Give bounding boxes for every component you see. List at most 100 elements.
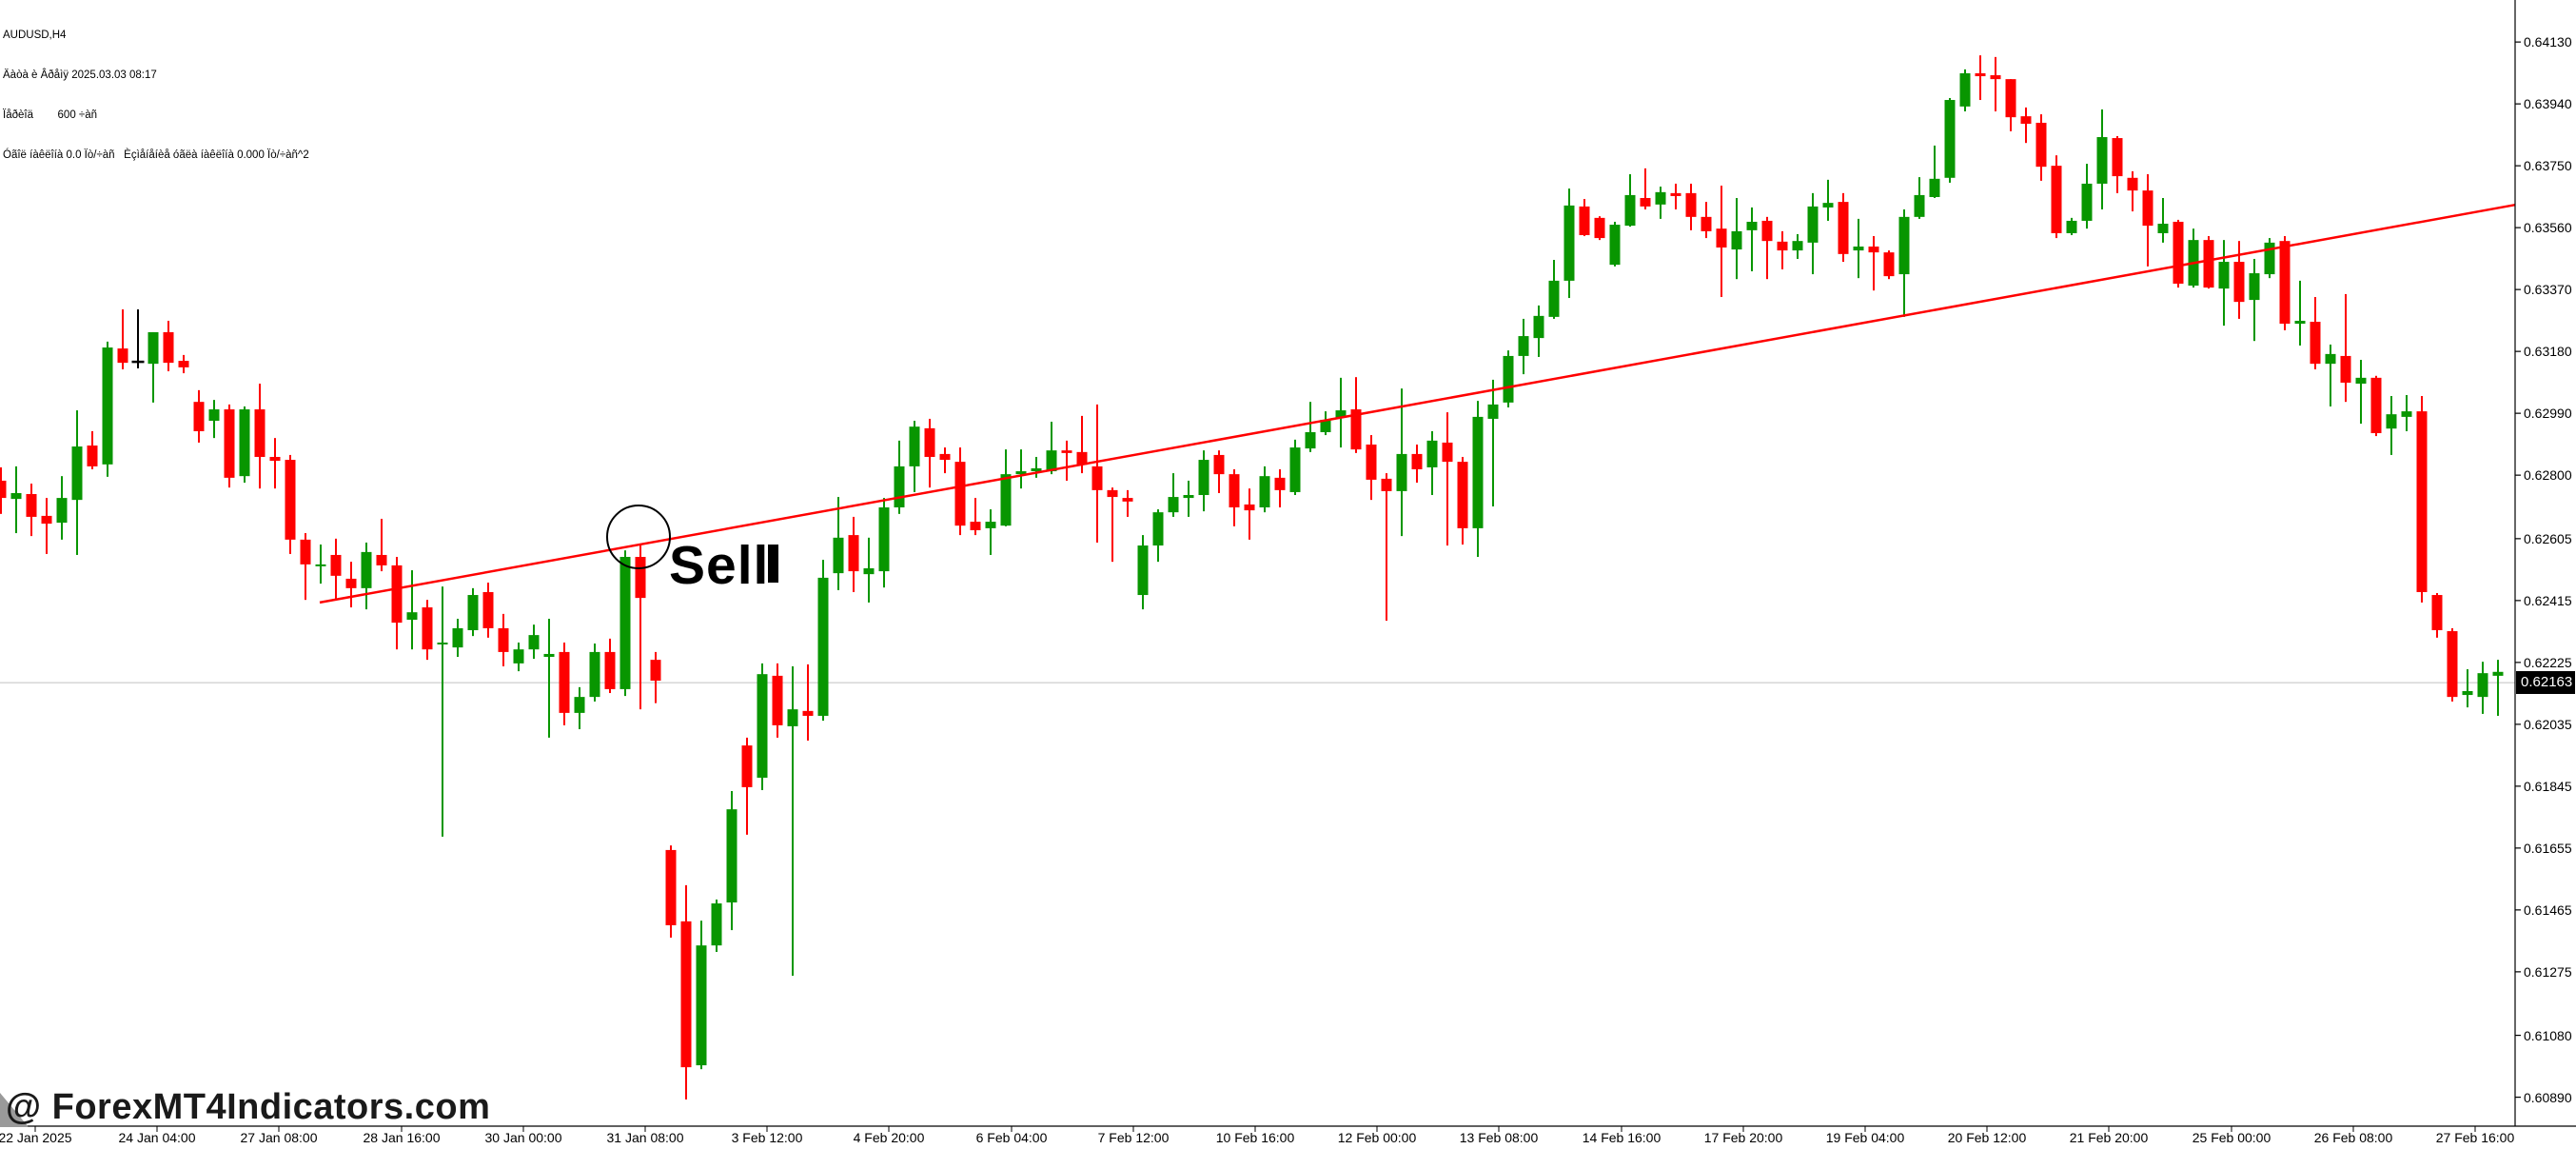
time-tick: [34, 1126, 36, 1132]
candle-body: [1990, 75, 2001, 80]
watermark-swoosh: [0, 1093, 29, 1127]
candle-body: [1914, 194, 1925, 217]
price-axis-label: 0.62990: [2524, 406, 2572, 422]
candle-body: [1183, 495, 1194, 499]
time-tick: [1498, 1126, 1500, 1132]
candle-body: [2035, 122, 2047, 168]
candle-body: [619, 557, 631, 689]
candle-body: [696, 945, 707, 1066]
candle-body: [1152, 512, 1164, 546]
price-axis-label: 0.61655: [2524, 840, 2572, 856]
price-axis-label: 0.64130: [2524, 34, 2572, 50]
candle-wick: [1934, 145, 1936, 199]
candle-body: [1305, 431, 1316, 449]
candle-body: [635, 557, 646, 599]
candle-body: [285, 460, 296, 540]
time-axis-label: 12 Feb 00:00: [1337, 1130, 1417, 1145]
candle-body: [0, 480, 7, 499]
candle-wick: [1172, 473, 1174, 517]
candle-body: [787, 709, 798, 726]
candle-body: [1533, 315, 1544, 339]
candle-body: [1609, 225, 1621, 266]
candle-body: [894, 466, 905, 508]
candle-wick: [442, 586, 443, 837]
price-axis-label: 0.63180: [2524, 344, 2572, 360]
candle-body: [2233, 262, 2245, 303]
candle-wick: [2132, 170, 2134, 212]
candle-wick: [1111, 487, 1113, 563]
candle-wick: [639, 545, 641, 710]
candle-body: [208, 409, 220, 422]
candle-body: [467, 595, 479, 630]
price-axis-label: 0.61080: [2524, 1027, 2572, 1043]
candle-body: [345, 578, 357, 588]
time-tick: [522, 1126, 524, 1132]
candle-body: [41, 515, 52, 525]
candle-wick: [411, 570, 413, 650]
candle-body: [1640, 198, 1651, 207]
candle-body: [1442, 442, 1453, 463]
candle-body: [1670, 192, 1681, 196]
candle-wick: [1127, 489, 1129, 517]
candle-body: [2431, 595, 2443, 630]
candle-body: [650, 660, 661, 682]
time-axis-label: 13 Feb 08:00: [1459, 1130, 1539, 1145]
candle-body: [102, 347, 113, 465]
candle-body: [1746, 221, 1758, 230]
candle-body: [1031, 467, 1042, 472]
candle-body: [2462, 690, 2473, 696]
candle-body: [2005, 79, 2016, 118]
sell-signal-label[interactable]: Sell: [669, 535, 770, 596]
price-axis-label: 0.61465: [2524, 901, 2572, 918]
candle-body: [437, 642, 448, 644]
black-box-annotation[interactable]: [768, 545, 778, 584]
circle-annotation[interactable]: [606, 505, 671, 569]
candle-body: [1868, 246, 1879, 253]
candle-body: [2279, 241, 2291, 325]
candle-wick: [2497, 660, 2499, 716]
candle-body: [2340, 355, 2351, 383]
candle-body: [1579, 206, 1590, 236]
time-tick: [1376, 1126, 1378, 1132]
candle-wick: [305, 533, 306, 601]
candle-body: [163, 331, 174, 364]
price-axis-label: 0.62415: [2524, 592, 2572, 608]
candle-body: [2325, 353, 2336, 365]
candle-wick: [944, 447, 946, 474]
trendline[interactable]: [319, 203, 2516, 604]
candle-body: [589, 651, 600, 698]
candle-body: [1457, 462, 1468, 528]
candle-body: [1411, 453, 1423, 469]
candle-body: [1822, 203, 1834, 208]
candle-wick: [122, 309, 124, 369]
candle-body: [361, 551, 372, 588]
candle-body: [1213, 454, 1225, 475]
candle-body: [1548, 280, 1560, 317]
candle-body: [1518, 336, 1529, 356]
candle-body: [1046, 450, 1057, 472]
price-axis-label: 0.63560: [2524, 220, 2572, 236]
time-axis-label: 26 Feb 08:00: [2313, 1130, 2393, 1145]
candle-body: [513, 649, 524, 664]
candle-wick: [1751, 207, 1753, 271]
candle-body: [2355, 377, 2367, 385]
indicator-angle-line: Óãîë íàêëîíà 0.0 Ïò/÷àñ Èçìåíåíèå óãëà í…: [3, 149, 309, 161]
candle-body: [1198, 460, 1209, 496]
candle-body: [1381, 478, 1392, 491]
candle-wick: [548, 619, 550, 738]
candle-body: [2157, 224, 2169, 233]
candle-body: [178, 361, 189, 367]
candle-body: [422, 607, 433, 650]
time-axis-label: 7 Feb 12:00: [1097, 1130, 1170, 1145]
time-axis-label: 28 Jan 16:00: [363, 1130, 441, 1145]
candle-body: [2112, 138, 2123, 177]
time-axis-label: 4 Feb 20:00: [853, 1130, 925, 1145]
time-tick: [888, 1126, 890, 1132]
candle-body: [2081, 183, 2093, 221]
candle-body: [878, 507, 890, 572]
candle-body: [1137, 545, 1149, 596]
time-tick: [401, 1126, 403, 1132]
time-axis-label: 25 Feb 00:00: [2192, 1130, 2271, 1145]
